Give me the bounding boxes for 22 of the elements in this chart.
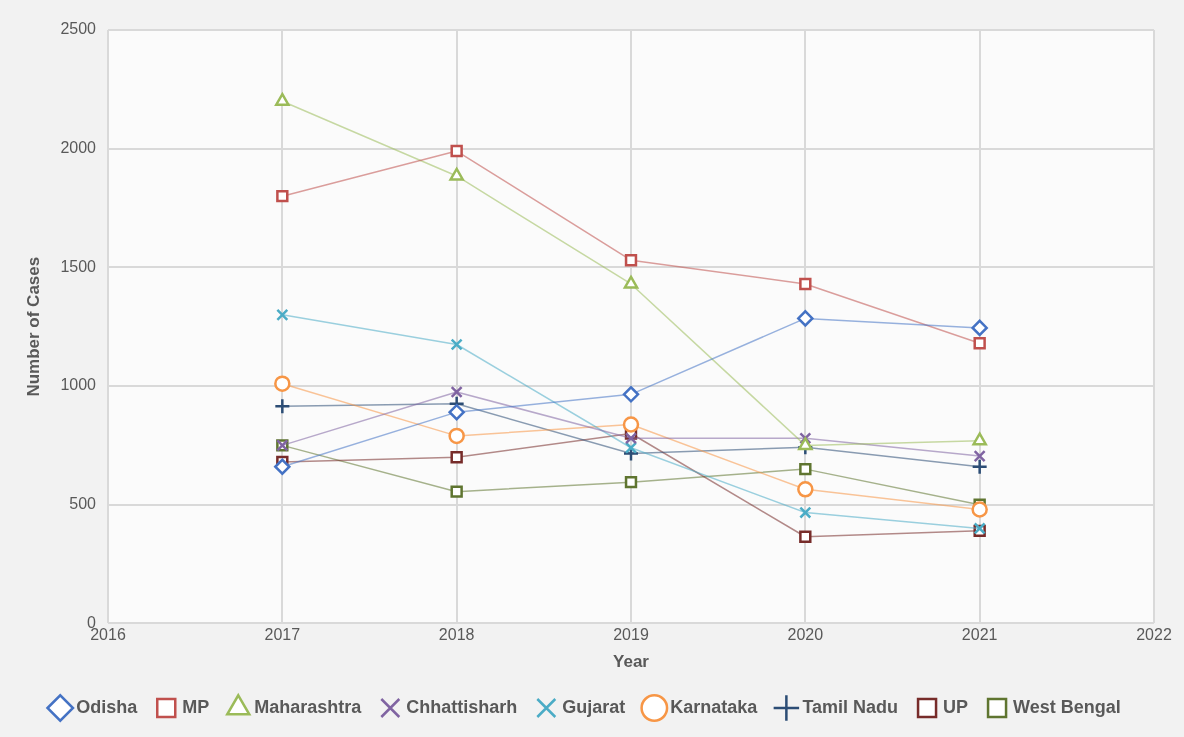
y-tick-label: 1000 bbox=[60, 376, 97, 394]
x-tick-label: 2021 bbox=[961, 626, 998, 644]
legend-label: Maharashtra bbox=[254, 696, 363, 717]
x-axis-title: Year bbox=[613, 652, 650, 672]
x-tick-label: 2019 bbox=[613, 626, 649, 644]
x-tick-label: 2018 bbox=[438, 626, 475, 644]
y-tick-label: 500 bbox=[69, 495, 97, 513]
legend-label: Tamil Nadu bbox=[802, 696, 899, 717]
y-tick-label: 2000 bbox=[60, 139, 97, 157]
legend-label: Gujarat bbox=[562, 696, 626, 717]
x-tick-label: 2022 bbox=[1136, 626, 1172, 644]
x-tick-label: 2017 bbox=[264, 626, 301, 644]
legend-label: Karnataka bbox=[670, 696, 759, 717]
y-tick-label: 2500 bbox=[60, 20, 97, 38]
y-axis-title: Number of Cases bbox=[23, 256, 43, 397]
y-tick-label: 1500 bbox=[60, 257, 97, 275]
legend-label: Odisha bbox=[76, 696, 139, 717]
legend-label: UP bbox=[943, 696, 969, 717]
legend-label: West Bengal bbox=[1013, 696, 1121, 717]
legend-label: Chhattisharh bbox=[406, 696, 518, 717]
x-tick-label: 2020 bbox=[787, 626, 824, 644]
legend-label: MP bbox=[182, 696, 210, 717]
